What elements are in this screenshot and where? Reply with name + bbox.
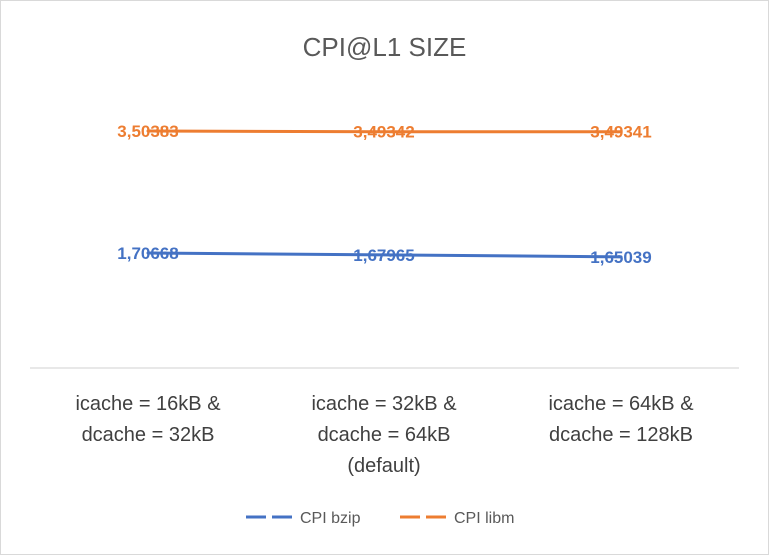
data-label: 3,50383 <box>117 122 178 141</box>
data-label: 3,49341 <box>590 123 651 142</box>
category-label: icache = 32kB & <box>311 393 457 415</box>
category-label: dcache = 32kB <box>82 424 215 446</box>
category-label: icache = 64kB & <box>548 393 694 415</box>
category-label: icache = 16kB & <box>75 393 221 415</box>
category-label: dcache = 64kB <box>318 424 451 446</box>
legend-label: CPI libm <box>454 510 514 527</box>
legend-label: CPI bzip <box>300 510 361 527</box>
chart-title: CPI@L1 SIZE <box>303 32 467 62</box>
data-label: 1,70668 <box>117 244 178 263</box>
data-label: 3,49342 <box>353 123 414 142</box>
data-label: 1,67965 <box>353 246 414 265</box>
category-label: (default) <box>347 455 420 477</box>
category-label: dcache = 128kB <box>549 424 693 446</box>
data-label: 1,65039 <box>590 248 651 267</box>
